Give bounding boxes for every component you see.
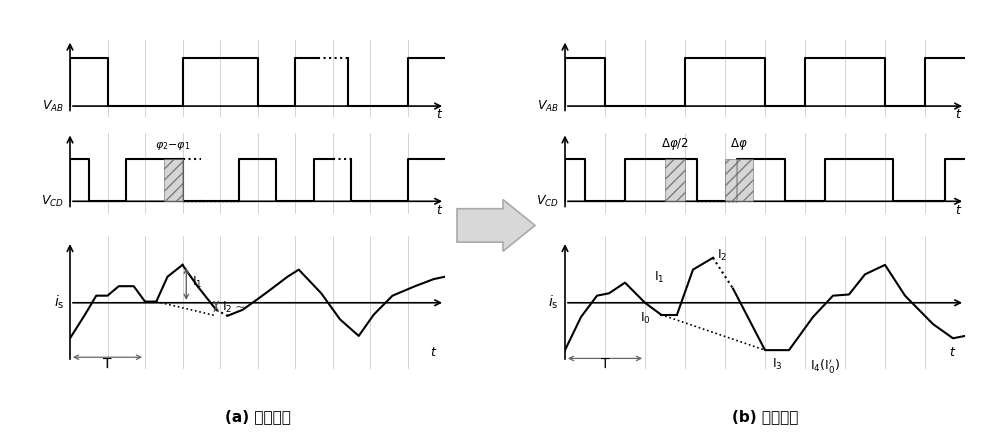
Text: (b) 改进控制: (b) 改进控制 <box>732 409 798 424</box>
Text: $\mathrm{I_2}$: $\mathrm{I_2}$ <box>222 300 232 315</box>
Text: $\mathrm{I_3}$: $\mathrm{I_3}$ <box>772 357 782 372</box>
Text: (a) 常规控制: (a) 常规控制 <box>225 409 290 424</box>
Text: $t$: $t$ <box>955 108 963 121</box>
Text: $\mathrm{I_0}$: $\mathrm{I_0}$ <box>640 311 650 326</box>
Text: $\Delta\varphi/2$: $\Delta\varphi/2$ <box>661 136 689 152</box>
Bar <box>665 159 685 201</box>
Text: $\mathrm{I_2}$: $\mathrm{I_2}$ <box>717 248 727 263</box>
Text: $t$: $t$ <box>949 346 957 359</box>
Text: $i_{\mathrm{s}}$: $i_{\mathrm{s}}$ <box>548 294 559 312</box>
Text: $V_{AB}$: $V_{AB}$ <box>537 99 559 114</box>
Text: $t$: $t$ <box>436 204 443 217</box>
Text: T: T <box>103 357 112 371</box>
Text: T: T <box>601 357 609 371</box>
Text: $V_{AB}$: $V_{AB}$ <box>42 99 64 114</box>
Text: $\mathrm{I_1}$: $\mathrm{I_1}$ <box>654 271 665 286</box>
Text: $\varphi_2$$-\varphi_1$: $\varphi_2$$-\varphi_1$ <box>155 140 191 152</box>
Bar <box>725 159 753 201</box>
Bar <box>164 159 182 201</box>
Text: $V_{CD}$: $V_{CD}$ <box>536 194 559 209</box>
FancyArrow shape <box>457 199 535 251</box>
Text: $t$: $t$ <box>430 346 437 359</box>
Text: $\mathrm{I_4(I_0^{\prime})}$: $\mathrm{I_4(I_0^{\prime})}$ <box>810 357 840 375</box>
Text: $V_{CD}$: $V_{CD}$ <box>41 194 64 209</box>
Text: $i_{\mathrm{s}}$: $i_{\mathrm{s}}$ <box>54 294 64 312</box>
Text: $\mathrm{I_1}$: $\mathrm{I_1}$ <box>192 275 202 290</box>
Text: $\Delta\varphi$: $\Delta\varphi$ <box>730 136 748 152</box>
Text: $t$: $t$ <box>955 204 963 217</box>
Text: ~: ~ <box>235 301 246 314</box>
Text: $t$: $t$ <box>436 108 443 121</box>
